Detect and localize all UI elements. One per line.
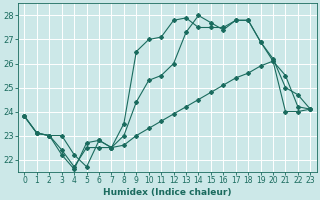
- X-axis label: Humidex (Indice chaleur): Humidex (Indice chaleur): [103, 188, 232, 197]
